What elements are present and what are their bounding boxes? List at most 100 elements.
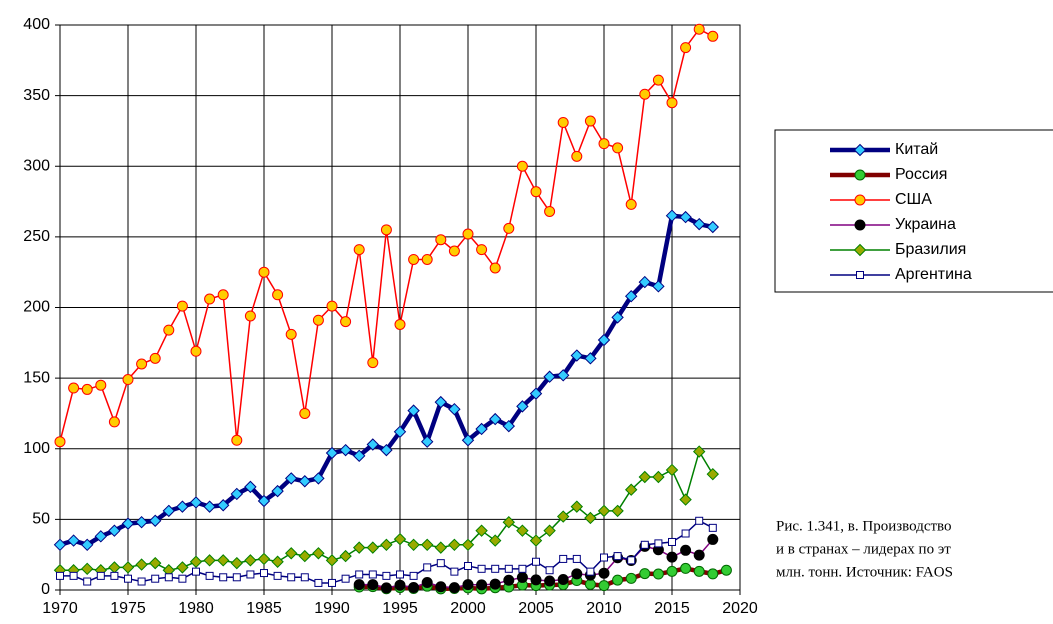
data-point [652,470,665,484]
data-point [488,534,502,547]
data-point [325,554,339,567]
data-point [543,370,556,383]
legend-marker [854,169,866,181]
data-point [148,514,162,527]
data-point [570,349,584,362]
data-point [176,300,188,312]
data-point [421,253,433,265]
data-point [706,467,720,481]
data-point [298,475,312,488]
data-point [205,571,214,580]
data-point [258,266,270,278]
data-point [516,524,529,537]
data-point [448,402,461,416]
data-point [640,540,649,549]
data-point [108,416,120,428]
data-point [545,566,554,575]
data-point [503,222,515,234]
data-point [217,289,229,301]
data-point [613,552,622,561]
caption: Рис. 1.341, в. Производство [776,518,952,534]
data-point [244,554,257,567]
data-point [530,574,542,586]
data-point [476,579,488,591]
data-point [353,244,365,256]
data-point [680,562,692,574]
data-point [420,538,434,552]
legend-label: Бразилия [895,241,966,258]
x-tick-label: 1970 [42,600,78,617]
data-point [421,577,433,589]
x-tick-label: 1975 [110,600,146,617]
data-point [355,570,364,579]
y-tick-label: 100 [23,440,50,457]
data-point [136,358,148,370]
data-point [121,517,135,530]
data-point [56,571,64,580]
data-point [516,571,528,583]
data-point [586,567,595,576]
data-point [665,463,679,477]
data-point [67,534,80,547]
data-point [627,556,636,565]
y-tick-label: 0 [41,581,50,598]
data-point [164,573,173,582]
y-tick-label: 200 [23,299,50,316]
data-point [299,407,311,419]
data-point [638,470,652,484]
data-point [559,554,568,563]
data-point [328,578,336,587]
data-point [203,554,216,567]
y-tick-label: 250 [23,228,50,245]
data-point [584,115,596,127]
data-point [435,234,447,246]
data-point [230,556,244,570]
data-point [666,551,678,563]
data-point [273,571,282,580]
data-point [408,253,420,265]
data-point [652,280,665,293]
data-point [503,574,515,586]
data-point [491,564,500,573]
data-point [95,379,107,391]
data-point [94,530,108,543]
data-point [176,561,189,574]
data-point [679,493,692,506]
data-point [312,472,325,485]
data-point [448,245,460,257]
data-point [380,443,393,457]
data-point [244,480,257,494]
data-point [340,316,352,328]
data-point [81,383,93,395]
data-point [611,311,624,324]
data-point [693,549,705,561]
data-point [393,425,407,439]
data-point [516,400,529,413]
data-point [504,564,513,573]
data-point [163,324,175,336]
data-point [652,74,664,86]
legend-marker [853,143,867,157]
data-point [707,30,719,42]
data-point [706,220,720,234]
legend-label: Аргентина [895,266,972,283]
data-point [203,500,216,513]
data-point [325,446,339,460]
x-tick-label: 2005 [518,600,554,617]
x-tick-label: 1985 [246,600,282,617]
data-point [695,516,704,525]
data-point [423,563,432,572]
data-point [598,138,610,150]
data-point [475,422,488,436]
data-point [257,552,271,566]
data-point [450,567,459,576]
data-point [436,559,445,568]
data-point [396,570,404,579]
data-point [108,524,121,537]
data-point [408,581,420,593]
data-point [96,571,105,580]
data-point [435,581,447,593]
data-point [285,328,297,340]
data-point [665,209,679,222]
